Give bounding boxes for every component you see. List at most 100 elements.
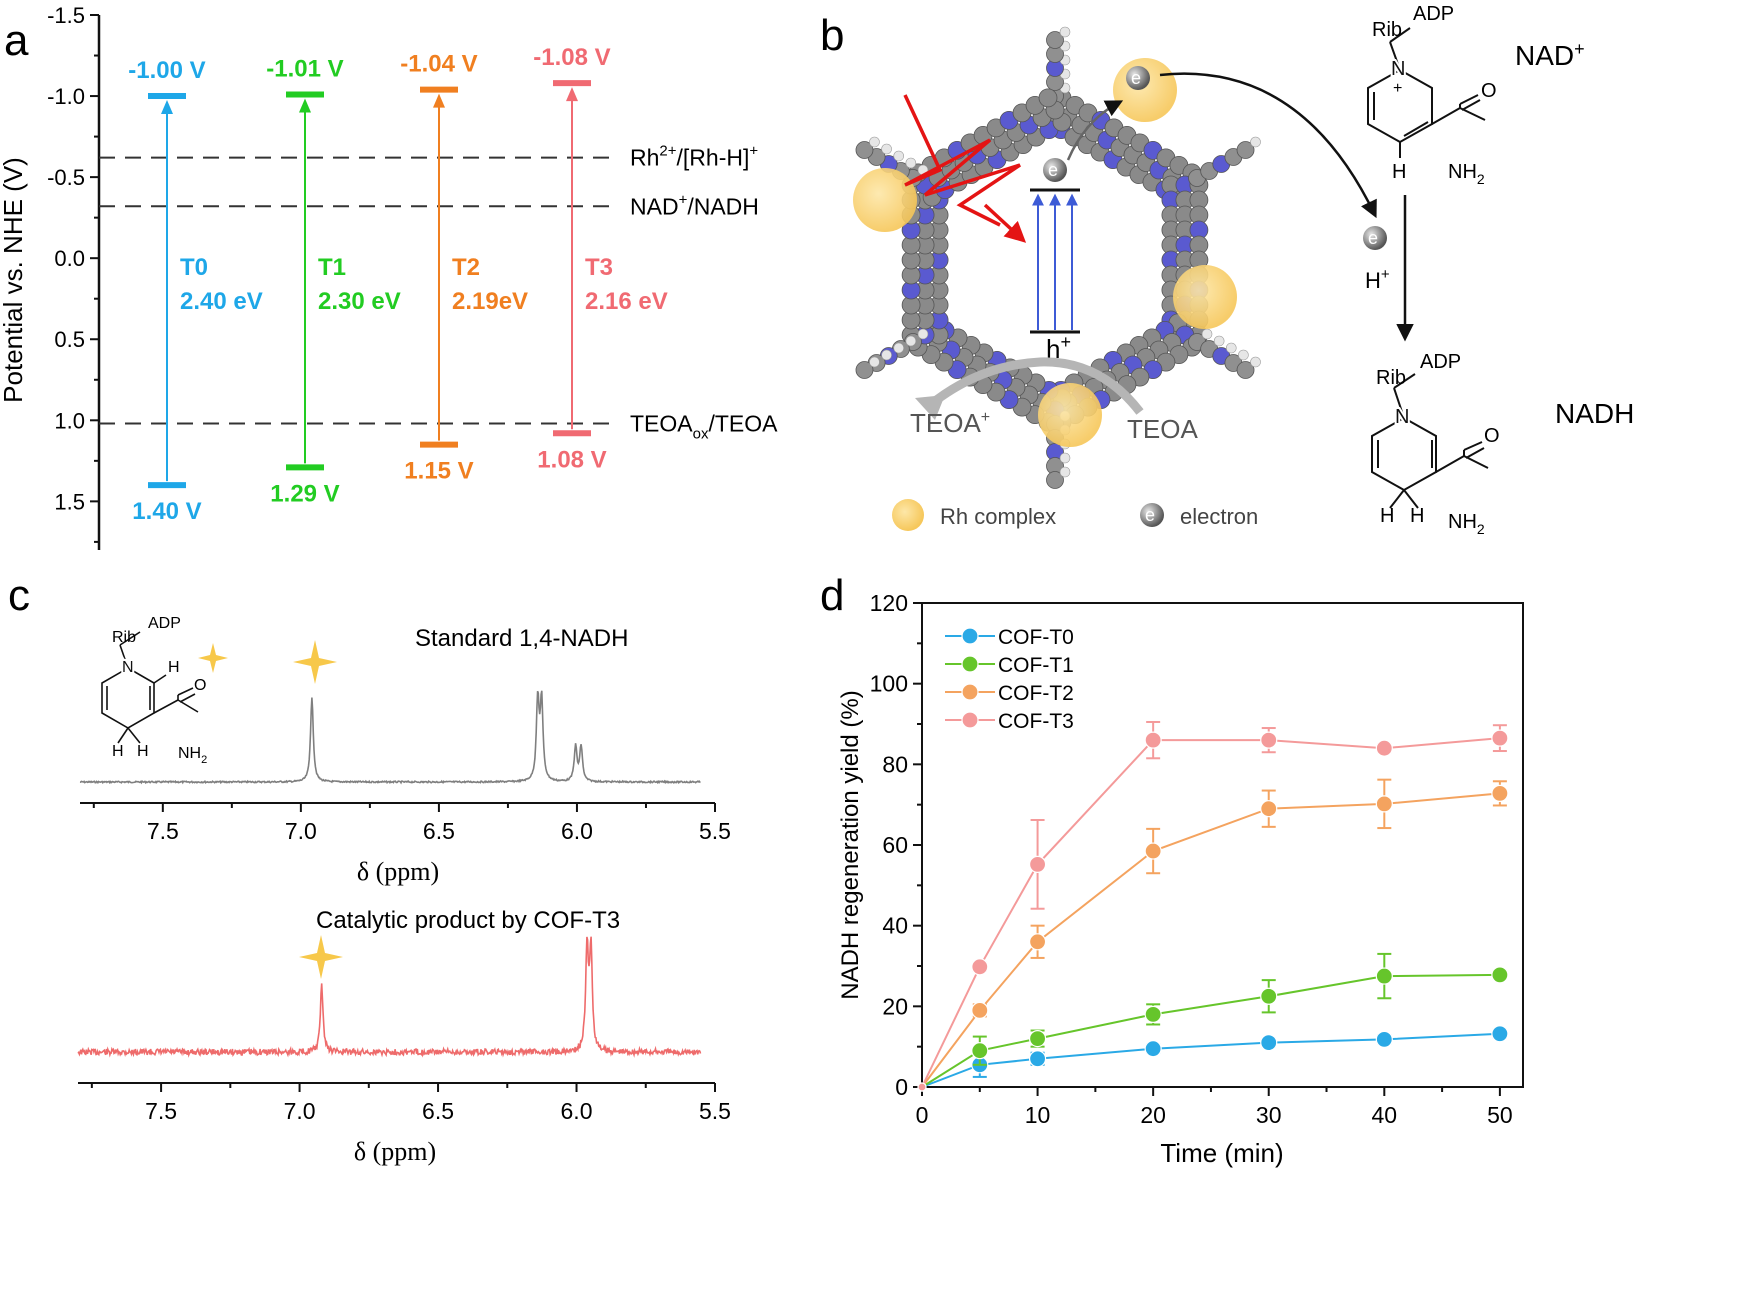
legend-marker xyxy=(961,683,979,701)
series-line-COF-T1 xyxy=(921,973,1500,1088)
electron-icon-label: e xyxy=(1368,228,1378,248)
cof-h-atom xyxy=(1201,328,1213,340)
light-ray-icon xyxy=(903,94,1021,227)
nadh-h1: H xyxy=(1380,505,1394,527)
electron-legend-icon-label: e xyxy=(1145,505,1155,525)
hole-label: h+ xyxy=(1046,332,1071,364)
data-point-COF-T2 xyxy=(1144,842,1162,860)
data-point-COF-T2 xyxy=(1260,800,1278,818)
cof-h-atom xyxy=(905,157,917,169)
nmr-standard-title: Standard 1,4-NADH xyxy=(415,625,628,652)
cof-h-atom xyxy=(869,136,880,148)
cof-h-atom xyxy=(893,342,905,354)
nad-plus-charge: + xyxy=(1393,80,1402,97)
panel-a-y-tick-label: 0.5 xyxy=(54,327,85,352)
electron-icon xyxy=(1363,226,1387,250)
electron-legend-label: electron xyxy=(1180,504,1258,529)
legend-marker xyxy=(961,655,979,673)
nadh-small-rib: Rib xyxy=(112,629,136,646)
nmr-x-tick-label: 5.5 xyxy=(699,1098,731,1124)
cof-atom xyxy=(1236,141,1255,159)
nadh-small-adp: ADP xyxy=(148,615,181,632)
data-point-COF-T2 xyxy=(1375,795,1393,813)
panel-d-y-tick-label: 80 xyxy=(882,751,908,777)
data-point-COF-T0 xyxy=(1375,1030,1393,1049)
electron-transfer-arrow xyxy=(1066,100,1124,161)
data-point-COF-T0 xyxy=(1491,1025,1509,1043)
panel-a-energy-diagram: -1.5 -1.0 -0.5 0.0 0.5 1.0 1.5 Potential vs. N… xyxy=(0,3,778,550)
panel-d-series xyxy=(917,720,1509,1092)
vb-potential-label-T1: 1.29 V xyxy=(270,480,339,507)
panel-d-y-tick-label: 100 xyxy=(870,671,908,697)
cof-h-atom xyxy=(1059,452,1071,464)
reference-label-part: /TEOA xyxy=(708,411,778,437)
panel-d-y-tick-label: 40 xyxy=(882,913,908,939)
data-point-COF-T0 xyxy=(1260,1034,1278,1052)
panel-a-y-tick-label: 0.0 xyxy=(54,246,85,271)
reference-label: TEOAox/TEOA xyxy=(630,411,778,443)
data-point-COF-T3 xyxy=(1028,855,1047,873)
panel-a-levels: -1.00 V 1.40 V T0 2.40 eV -1.01 V 1.29 V T1 2.3… xyxy=(128,44,667,525)
rh-complex-2 xyxy=(853,168,917,232)
series-line-COF-T2 xyxy=(921,792,1500,1088)
cof-h-atom xyxy=(1059,26,1071,38)
cof-atom xyxy=(855,141,874,159)
nadh-small-h-ring: H xyxy=(168,659,180,676)
panel-d-x-axis-label: Time (min) xyxy=(1160,1138,1283,1168)
reference-label-part: Rh xyxy=(630,145,659,171)
cof-h-atom xyxy=(881,349,892,361)
data-point-COF-T3 xyxy=(1491,729,1509,747)
vb-potential-label-T0: 1.40 V xyxy=(132,498,201,525)
arrow-head-T3 xyxy=(566,87,578,102)
panel-c-nmr: 7.5 7.0 6.5 6.0 5.5 7.5 7.0 6.5 6.0 5.5 Standard… xyxy=(77,615,731,1166)
cof-atom xyxy=(1038,88,1058,108)
nad-plus-label: NAD+ xyxy=(1515,39,1585,71)
nmr-standard-spectrum: 7.5 7.0 6.5 6.0 5.5 xyxy=(79,690,731,844)
proton-label: H+ xyxy=(1365,266,1390,293)
panel-d-x-tick-label: 20 xyxy=(1140,1102,1166,1128)
nadh-nh2: NH2 xyxy=(1448,511,1485,537)
rh-complex-legend-icon xyxy=(892,499,924,531)
electron-icon-label: e xyxy=(1048,160,1058,180)
electron-legend-icon xyxy=(1140,503,1164,527)
band-name-T0: T0 xyxy=(180,254,208,281)
nadh-small-n: N xyxy=(122,659,134,676)
rh-complex-legend-label: Rh complex xyxy=(940,504,1056,529)
panel-d-y-tick-label: 0 xyxy=(895,1074,908,1100)
light-arrow-icon xyxy=(983,203,1027,243)
vb-potential-label-T2: 1.15 V xyxy=(404,458,473,485)
teoa-label: TEOA xyxy=(1127,414,1198,444)
panel-a-y-tick-label: -1.0 xyxy=(47,84,85,109)
data-point-COF-T3 xyxy=(1260,731,1278,749)
rh-complex-1 xyxy=(1113,58,1177,122)
cof-h-atom xyxy=(1213,335,1225,347)
nadh-small-h1: H xyxy=(112,743,124,760)
star-icon xyxy=(299,935,343,979)
legend-label: COF-T1 xyxy=(998,654,1074,677)
series-line-COF-T3 xyxy=(921,737,1500,1088)
star-icon xyxy=(293,640,337,684)
nad-n: N xyxy=(1391,58,1405,80)
vb-potential-label-T3: 1.08 V xyxy=(537,446,606,473)
band-gap-label-T2: 2.19eV xyxy=(452,288,528,315)
cb-potential-label-T3: -1.08 V xyxy=(533,44,610,71)
reference-label: NAD+/NADH xyxy=(630,191,759,219)
nad-h: H xyxy=(1392,161,1406,183)
cof-atom xyxy=(1046,471,1064,489)
panel-d-y-tick-label: 120 xyxy=(870,590,908,616)
data-point-COF-T3 xyxy=(1375,739,1393,757)
star-icon xyxy=(198,643,228,673)
electron-icon xyxy=(1043,158,1067,182)
arrow-head-T0 xyxy=(161,100,173,115)
band-gap-label-T1: 2.30 eV xyxy=(318,288,401,315)
nadh-structure xyxy=(1371,373,1489,509)
panel-label-b: b xyxy=(820,11,844,60)
panel-d-legend: COF-T0 COF-T1 COF-T2 COF-T3 xyxy=(945,626,1074,733)
rh-complex-4 xyxy=(1038,383,1102,447)
cof-h-atom xyxy=(893,150,905,162)
panel-b-scheme: e e h+ TEOA+ TEOA Rh complex e electron xyxy=(853,3,1634,537)
rh-complex-3 xyxy=(1173,265,1237,329)
nadh-structure-small xyxy=(101,631,199,744)
